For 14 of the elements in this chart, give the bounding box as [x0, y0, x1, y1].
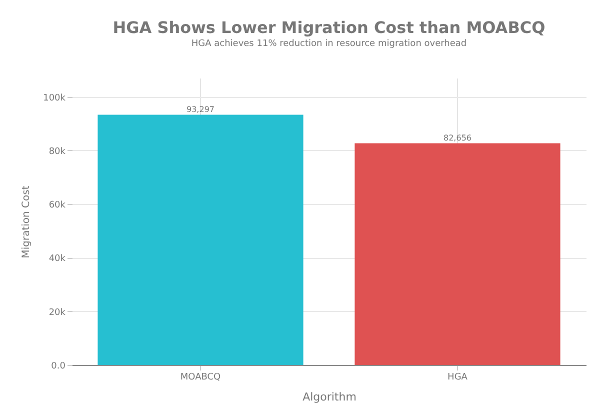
- y-tick-label: 20k: [48, 308, 66, 318]
- y-tick-label: 0.0: [51, 362, 66, 372]
- data-label: 82,656: [444, 133, 472, 142]
- chart-subtitle: HGA achieves 11% reduction in resource migration overhead: [191, 39, 467, 49]
- y-tick-label: 60k: [48, 200, 66, 211]
- x-axis-title: Algorithm: [302, 390, 356, 404]
- chart-title: HGA Shows Lower Migration Cost than MOABCQ: [112, 18, 546, 37]
- y-tick-label: 40k: [48, 254, 66, 264]
- data-label: 93,297: [186, 104, 214, 114]
- y-tick-label: 80k: [48, 146, 66, 157]
- y-axis-title: Migration Cost: [21, 186, 32, 258]
- x-tick-label: HGA: [448, 372, 468, 382]
- x-tick-label: MOABCQ: [180, 372, 221, 382]
- y-tick-label: 100k: [43, 93, 66, 104]
